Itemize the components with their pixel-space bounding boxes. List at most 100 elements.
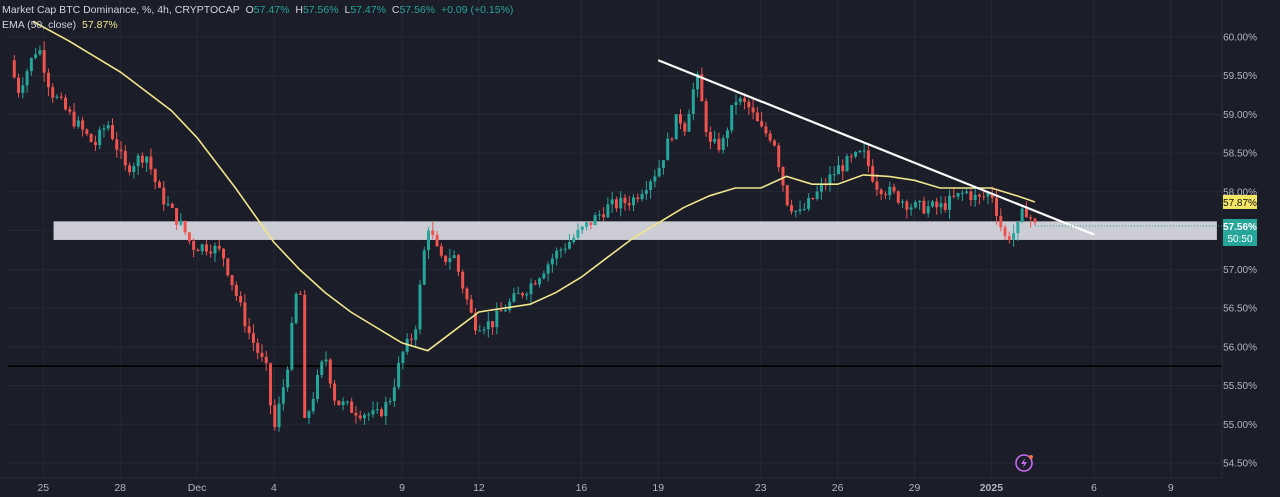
candle-body <box>362 415 366 419</box>
countdown-text: 50:50 <box>1227 234 1252 245</box>
candle <box>55 93 59 100</box>
candle <box>567 233 571 250</box>
candle-body <box>247 326 251 334</box>
candle <box>956 192 960 200</box>
candle-body <box>222 248 226 259</box>
last-price-text: 57.56% <box>1223 222 1257 233</box>
candle <box>892 183 896 195</box>
candle-body <box>533 283 537 285</box>
candle <box>589 222 593 230</box>
candle-body <box>986 193 990 197</box>
candle <box>512 287 516 303</box>
candle <box>98 126 102 150</box>
candle <box>858 149 862 154</box>
candle <box>849 153 853 163</box>
x-tick-label: 16 <box>576 482 588 494</box>
candle <box>375 401 379 414</box>
candle-body <box>713 138 717 142</box>
candle <box>546 261 550 282</box>
candle <box>17 73 21 98</box>
candle <box>841 159 845 181</box>
candle-body <box>743 98 747 102</box>
candle <box>606 197 610 219</box>
candle-body <box>926 206 930 214</box>
candle-body <box>772 140 776 146</box>
candle <box>939 195 943 214</box>
candle-body <box>358 415 362 419</box>
candle <box>666 132 670 161</box>
candle-body <box>153 169 157 183</box>
candle-body <box>546 264 550 274</box>
candle-body <box>68 109 72 112</box>
candle-body <box>243 302 247 327</box>
candle-body <box>563 248 567 250</box>
candle <box>162 181 166 211</box>
candle <box>251 324 255 352</box>
candle-body <box>123 151 127 166</box>
candle-body <box>999 216 1003 228</box>
candle-body <box>269 363 273 406</box>
candle-body <box>593 215 597 226</box>
candle <box>474 308 477 335</box>
candle <box>234 281 238 302</box>
candle <box>345 400 349 406</box>
candle <box>542 270 546 280</box>
candle <box>772 138 776 147</box>
y-tick-label: 59.00% <box>1223 110 1257 121</box>
candle <box>256 338 260 360</box>
candle <box>358 410 362 421</box>
change-value: +0.09 (+0.15%) <box>441 4 514 16</box>
candle-body <box>157 182 161 188</box>
candle-body <box>529 283 533 295</box>
candle-body <box>1012 233 1016 240</box>
candle <box>269 362 273 415</box>
candle <box>337 400 341 406</box>
candle <box>888 181 892 200</box>
candle-body <box>982 196 986 198</box>
candle <box>768 130 772 143</box>
candle <box>281 379 285 411</box>
candle-body <box>1033 218 1037 223</box>
candle-body <box>209 251 213 254</box>
candle-body <box>29 58 33 72</box>
candle-body <box>230 275 234 286</box>
candle-body <box>166 203 170 205</box>
candle <box>871 159 875 184</box>
candle <box>952 187 956 199</box>
candle-body <box>273 405 277 428</box>
candle <box>520 292 524 299</box>
candle <box>999 208 1003 232</box>
candle-body <box>34 54 38 59</box>
candle <box>166 195 170 207</box>
candle-body <box>781 167 785 186</box>
ema-price-badge <box>1223 194 1257 209</box>
candle-body <box>427 230 431 251</box>
candle-body <box>179 220 183 225</box>
candle-body <box>409 338 413 340</box>
high-value: 57.56% <box>302 4 339 16</box>
lightning-icon[interactable] <box>1015 454 1033 472</box>
candle-body <box>311 398 315 412</box>
symbol-legend[interactable]: Market Cap BTC Dominance, %, 4h, CRYPTOC… <box>2 4 516 16</box>
candle-body <box>550 258 554 265</box>
candle-body <box>81 120 85 130</box>
candle-body <box>448 258 452 263</box>
candle-body <box>217 245 221 249</box>
candle-body <box>397 362 401 388</box>
candle-body <box>345 401 349 403</box>
candle <box>239 291 243 307</box>
candle <box>781 166 785 192</box>
candle <box>179 213 183 227</box>
candle <box>196 248 200 252</box>
candle <box>845 153 849 172</box>
candle-body <box>525 294 529 296</box>
candle-body <box>200 244 204 252</box>
candle <box>901 199 905 209</box>
ema-legend[interactable]: EMA (50, close) 57.87% <box>2 19 121 31</box>
candle <box>687 109 691 132</box>
lightning-bolt <box>1021 458 1027 468</box>
x-tick-label: 29 <box>909 482 921 494</box>
candle-body <box>42 50 46 73</box>
